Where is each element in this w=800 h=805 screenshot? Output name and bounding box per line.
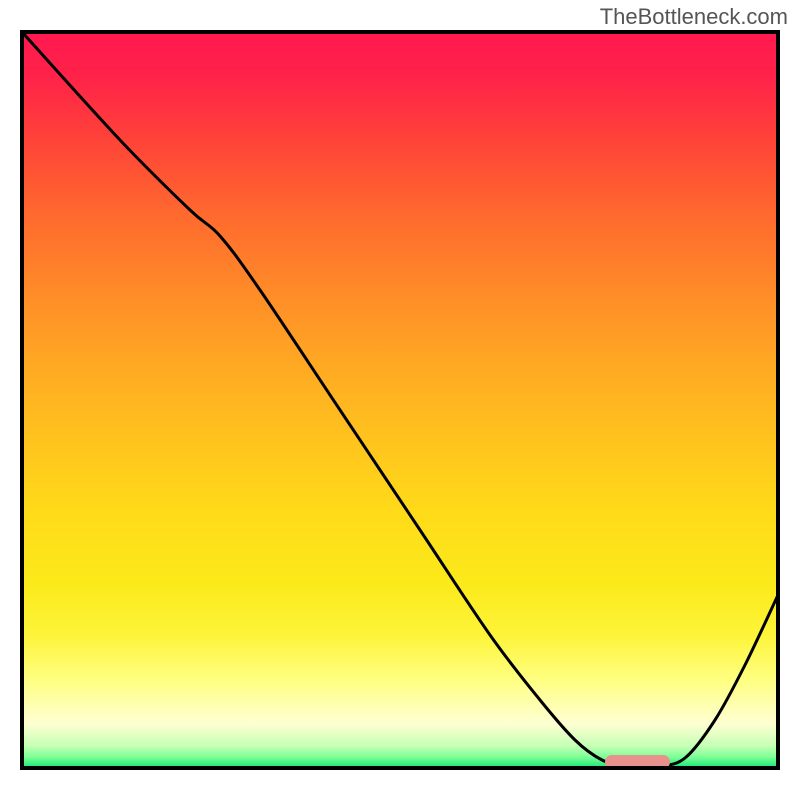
chart-svg (0, 0, 800, 800)
gradient-background (22, 32, 778, 768)
bottleneck-chart (0, 0, 800, 800)
watermark-text: TheBottleneck.com (600, 4, 788, 30)
